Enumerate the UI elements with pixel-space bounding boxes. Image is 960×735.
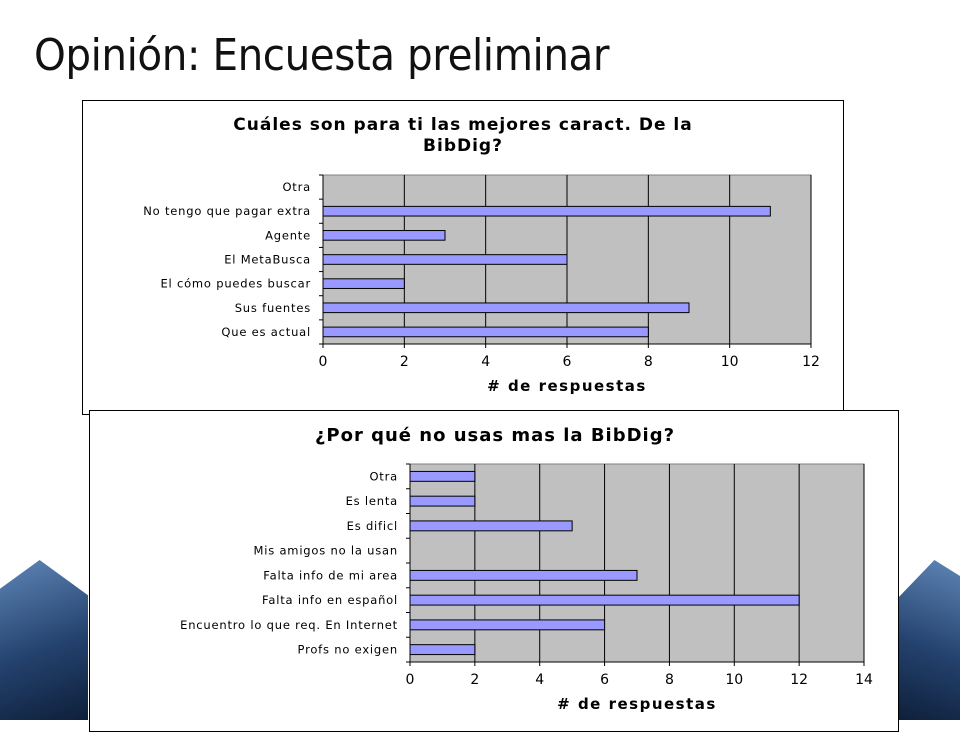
category-label: Encuentro lo que req. En Internet [180, 618, 398, 632]
x-tick-label: 4 [481, 354, 490, 370]
category-label: Otra [369, 469, 398, 483]
bar [409, 594, 800, 606]
x-tick-label: 14 [855, 672, 873, 688]
category-label: El MetaBusca [224, 253, 311, 267]
chart-reasons-frame: ¿Por qué no usas mas la BibDig? 0 2 4 6 8 10 12… [89, 410, 899, 732]
x-tick-label: 12 [790, 672, 808, 688]
plot-area [409, 463, 865, 663]
category-label: Mis amigos no la usan [254, 544, 399, 558]
category-label: Agente [265, 228, 311, 242]
x-tick-label: 12 [802, 354, 820, 370]
bar [409, 619, 606, 631]
bar [322, 302, 690, 314]
x-axis-title: # de respuestas [487, 377, 647, 395]
category-label: Que es actual [221, 325, 311, 339]
bar [409, 569, 638, 581]
x-tick-label: 10 [721, 354, 739, 370]
category-label: Sus fuentes [235, 301, 311, 315]
x-tick-label: 8 [665, 672, 674, 688]
bar [409, 644, 476, 656]
category-label: Falta info en español [262, 593, 398, 607]
bar [322, 230, 446, 241]
category-label: Falta info de mi area [263, 568, 398, 582]
chart-features-frame: Cuáles son para ti las mejores caract. D… [82, 100, 844, 415]
chart-title: Cuáles son para ti las mejores caract. D… [233, 115, 692, 135]
bar [409, 470, 476, 482]
x-tick-label: 4 [535, 672, 544, 688]
x-tick-label: 2 [400, 354, 409, 370]
decorative-corner-image-right [896, 560, 960, 720]
category-label: Es dificl [347, 519, 398, 533]
decorative-corner-image-left [0, 560, 88, 720]
bar [322, 254, 568, 265]
x-tick-label: 6 [600, 672, 609, 688]
bar [409, 520, 573, 532]
category-label: No tengo que pagar extra [143, 204, 311, 218]
bar [409, 495, 476, 507]
slide-title: Opinión: Encuesta preliminar [34, 30, 610, 81]
bar [322, 326, 649, 338]
bar [322, 205, 771, 217]
x-tick-label: 8 [644, 354, 653, 370]
x-tick-label: 0 [406, 672, 415, 688]
category-label: Profs no exigen [298, 643, 398, 657]
x-tick-label: 2 [470, 672, 479, 688]
category-label: El cómo puedes buscar [160, 277, 311, 291]
chart-title: ¿Por qué no usas mas la BibDig? [315, 425, 675, 446]
category-label: Otra [282, 180, 311, 194]
x-tick-label: 6 [563, 354, 572, 370]
x-tick-label: 0 [319, 354, 328, 370]
x-tick-label: 10 [725, 672, 743, 688]
category-label: Es lenta [346, 494, 398, 508]
chart-title: BibDig? [423, 136, 503, 156]
chart-features: Cuáles son para ti las mejores caract. D… [143, 115, 820, 395]
chart-reasons: ¿Por qué no usas mas la BibDig? 0 2 4 6 8 10 12… [180, 425, 873, 713]
x-axis-title: # de respuestas [557, 695, 717, 713]
bar [322, 278, 405, 289]
